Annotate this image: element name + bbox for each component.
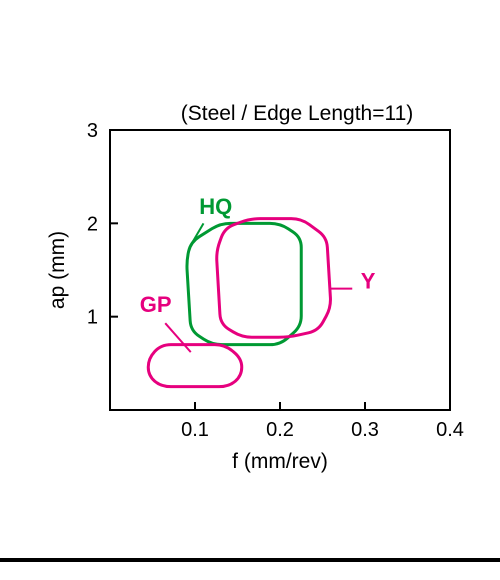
- x-tick-label: 0.3: [351, 419, 379, 441]
- x-tick-label: 0.2: [266, 419, 294, 441]
- y-tick-label: 1: [87, 307, 98, 329]
- chart-container: 0.1 0.2 0.3 0.4 1 2 3 f (mm/rev) ap (mm) (Steel /…: [40, 100, 470, 500]
- x-tick-label: 0.1: [181, 419, 209, 441]
- page: 0.1 0.2 0.3 0.4 1 2 3 f (mm/rev) ap (mm) (Steel /…: [0, 0, 500, 580]
- chart-bg: [40, 100, 470, 500]
- x-axis-label: f (mm/rev): [232, 450, 328, 473]
- region-label-Y: Y: [361, 269, 376, 294]
- chart-title: (Steel / Edge Length=11): [181, 102, 414, 125]
- y-tick-label: 2: [87, 213, 98, 235]
- chart-svg: 0.1 0.2 0.3 0.4 1 2 3 f (mm/rev) ap (mm) (Steel /…: [40, 100, 470, 500]
- y-tick-label: 3: [87, 120, 98, 142]
- region-label-GP: GP: [140, 292, 172, 317]
- footer-divider: [0, 558, 500, 562]
- x-tick-label: 0.4: [436, 419, 464, 441]
- region-label-HQ: HQ: [199, 194, 232, 219]
- y-axis-label: ap (mm): [46, 231, 69, 309]
